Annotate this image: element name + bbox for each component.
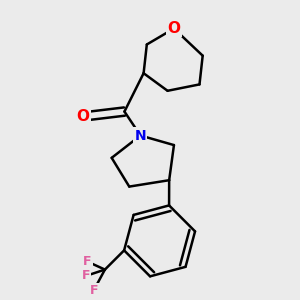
Text: F: F <box>89 284 98 297</box>
Text: F: F <box>83 255 92 268</box>
Text: F: F <box>82 269 90 283</box>
Text: O: O <box>76 109 89 124</box>
Text: O: O <box>167 21 180 36</box>
Text: N: N <box>135 128 146 142</box>
